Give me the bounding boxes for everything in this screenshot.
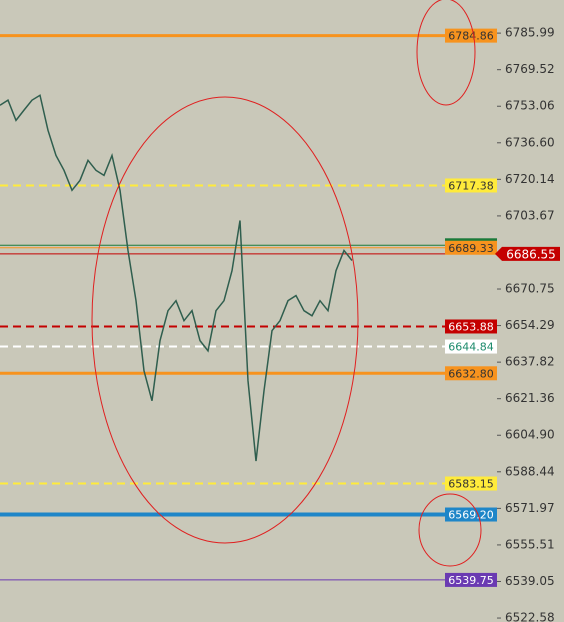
- y-tick-label: 6555.51: [505, 537, 555, 551]
- level-label-box: [445, 339, 497, 354]
- y-tick-label: 6654.29: [505, 318, 555, 332]
- y-tick-label: 6753.06: [505, 99, 555, 113]
- y-tick-label: 6637.82: [505, 355, 555, 369]
- y-tick-label: 6588.44: [505, 464, 555, 478]
- level-label-box: [445, 240, 497, 255]
- level-label-box: [445, 366, 497, 381]
- level-label-box: [445, 319, 497, 334]
- level-label: 6583.15: [448, 478, 494, 491]
- y-tick-label: 6736.60: [505, 135, 555, 149]
- level-label: 6653.88: [448, 320, 494, 333]
- y-tick-label: 6769.52: [505, 62, 555, 76]
- y-tick-label: 6785.99: [505, 26, 555, 40]
- level-label: 6689.33: [448, 242, 494, 255]
- y-tick-label: 6621.36: [505, 391, 555, 405]
- price-line: [0, 94, 353, 462]
- level-label: 6717.38: [448, 179, 494, 192]
- annotation-ellipse: [416, 0, 476, 106]
- level-label: 6686.55: [506, 247, 556, 261]
- annotation-ellipse: [418, 493, 482, 567]
- y-tick-label: 6522.58: [505, 611, 555, 622]
- level-labels: 6785.99 6769.52 6753.06 6736.60 6720.14 6703.…: [445, 26, 560, 622]
- y-tick-label: 6670.75: [505, 282, 555, 296]
- y-tick-label: 6539.05: [505, 574, 555, 588]
- level-label: 6539.75: [448, 574, 494, 587]
- level-label: 6784.86: [448, 30, 494, 43]
- level-label: 6644.84: [448, 341, 494, 354]
- level-label-box: [445, 572, 497, 587]
- level-label: 6569.20: [448, 509, 494, 522]
- y-tick-label: 6571.97: [505, 501, 555, 515]
- y-tick-label: 6604.90: [505, 428, 555, 442]
- price-marker: [495, 246, 560, 261]
- level-label-box: [445, 476, 497, 491]
- y-tick-label: 6720.14: [505, 172, 555, 186]
- plot: [0, 34, 445, 581]
- level-label-box: [445, 507, 497, 522]
- y-tick-label: 6703.67: [505, 208, 555, 222]
- level-label-box: [445, 28, 497, 43]
- level-label-box: [445, 178, 497, 193]
- annotation-ellipse: [91, 96, 359, 544]
- level-label: 6632.80: [448, 367, 494, 380]
